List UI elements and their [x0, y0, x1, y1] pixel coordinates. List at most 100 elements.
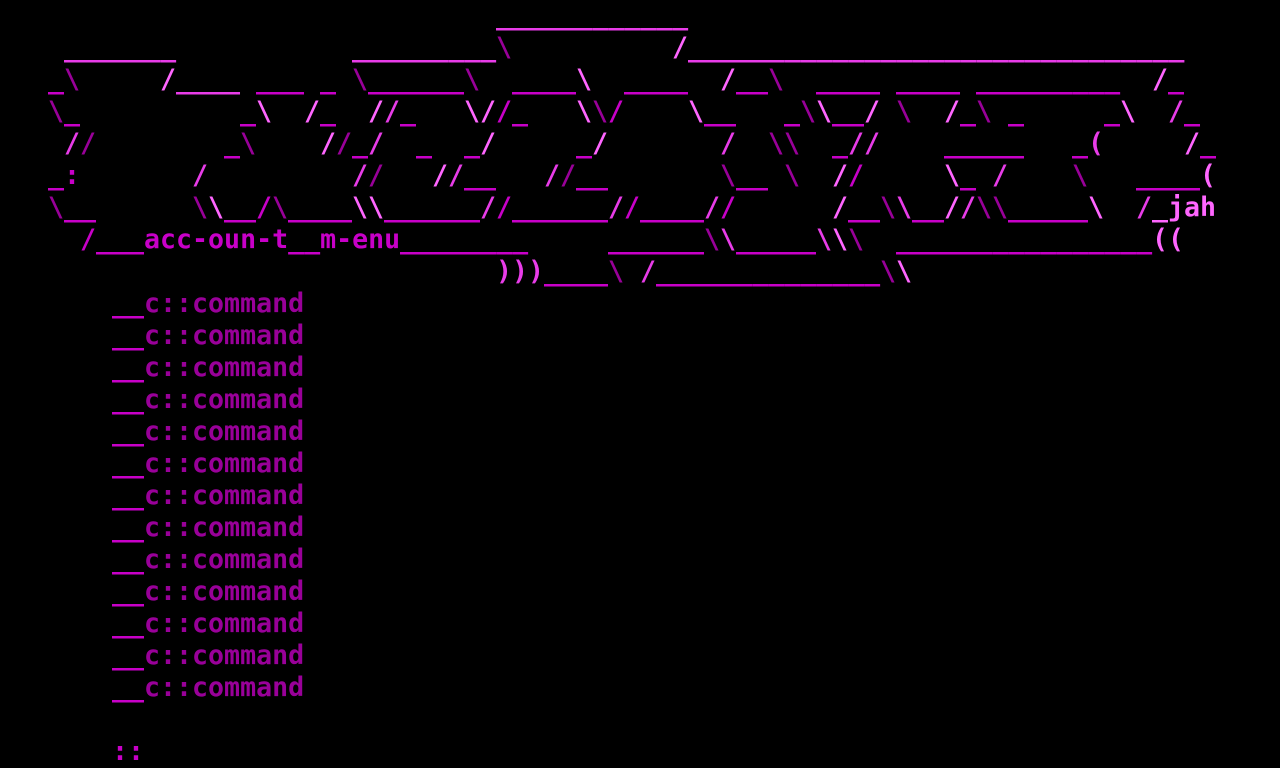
art-segment: /	[864, 128, 881, 159]
art-segment: ______	[368, 64, 465, 95]
art-segment: _	[64, 96, 81, 127]
prompt-colons: ::	[112, 736, 145, 767]
art-segment: \	[816, 96, 833, 127]
art-segment: _	[832, 128, 849, 159]
ascii-art-banner: ____________ _______ _________ \ / __________…	[0, 0, 1280, 288]
art-segment: \	[464, 96, 481, 127]
art-segment: ____	[640, 192, 705, 223]
art-segment: _	[320, 96, 337, 127]
art-segment: \	[48, 192, 65, 223]
menu-item-label: c::command	[144, 608, 305, 639]
artist-signature: _jah	[1152, 192, 1217, 223]
art-segment: /	[480, 128, 497, 159]
art-segment: /	[832, 192, 849, 223]
menu-item-command[interactable]: __ c::command	[0, 480, 1280, 512]
menu-item-label: c::command	[144, 288, 305, 319]
art-segment: /	[704, 192, 721, 223]
art-segment: /	[672, 32, 689, 63]
art-segment: \	[48, 96, 65, 127]
art-segment: ______	[384, 192, 481, 223]
art-segment: _______________________________	[688, 32, 1185, 63]
art-segment: ___	[96, 224, 145, 255]
art-segment: \	[976, 96, 993, 127]
art-segment: /	[256, 192, 273, 223]
art-segment: (	[1200, 160, 1217, 191]
menu-item-command[interactable]: __ c::command	[0, 576, 1280, 608]
art-segment: __	[848, 192, 881, 223]
art-segment: /	[80, 128, 97, 159]
art-segment: \\	[976, 192, 1009, 223]
menu-item-prefix: __	[112, 480, 145, 511]
art-segment: :	[64, 160, 81, 191]
art-segment: _	[400, 96, 417, 127]
menu-item-label: c::command	[144, 576, 305, 607]
art-segment: _____	[1008, 192, 1089, 223]
art-segment: /	[368, 128, 385, 159]
menu-item-prefix: __	[112, 288, 145, 319]
art-segment: __	[704, 96, 737, 127]
art-segment: \\	[768, 128, 801, 159]
art-segment: \	[1088, 192, 1105, 223]
menu-item-command[interactable]: __ c::command	[0, 608, 1280, 640]
menu-item-command[interactable]: __ c::command	[0, 384, 1280, 416]
art-segment: )))	[496, 256, 545, 287]
art-segment: ____	[1136, 160, 1201, 191]
art-segment: /	[992, 160, 1009, 191]
menu-item-prefix: __	[112, 608, 145, 639]
menu-item-command[interactable]: __ c::command	[0, 672, 1280, 704]
art-segment: ____	[896, 64, 961, 95]
art-segment: /	[832, 160, 849, 191]
menu-item-prefix: __	[112, 384, 145, 415]
menu-item-command[interactable]: __ c::command	[0, 288, 1280, 320]
art-segment: ____	[288, 192, 353, 223]
art-segment: /	[720, 128, 737, 159]
art-segment: __	[464, 160, 497, 191]
art-segment: /	[64, 128, 81, 159]
art-segment: /	[480, 96, 497, 127]
menu-item-command[interactable]: __ c::command	[0, 544, 1280, 576]
art-segment: \	[896, 96, 913, 127]
art-segment: /	[160, 64, 177, 95]
menu-item-command[interactable]: __ c::command	[0, 320, 1280, 352]
art-segment: _	[48, 64, 65, 95]
art-segment: __	[736, 64, 769, 95]
banner-art-row: / / _ \ / / _ / _ _ / _ / / \\ _ / / _____ _(/ _	[0, 128, 1280, 160]
art-segment: \	[784, 160, 801, 191]
art-segment: _	[240, 96, 257, 127]
art-segment: _	[784, 96, 801, 127]
art-segment: \	[464, 64, 481, 95]
menu-item-prefix: __	[112, 576, 145, 607]
menu-item-command[interactable]: __ c::command	[0, 352, 1280, 384]
art-segment: \	[896, 256, 913, 287]
menu-item-command[interactable]: __ c::command	[0, 640, 1280, 672]
art-segment: \	[880, 192, 897, 223]
art-segment: ________	[400, 224, 529, 255]
art-segment: /	[80, 224, 97, 255]
art-segment: /	[352, 160, 369, 191]
art-segment: /	[560, 160, 577, 191]
menu-item-prefix: __	[112, 544, 145, 575]
banner-art-row: _______ _________ \ / ______________________…	[0, 32, 1280, 64]
menu-item-prefix: __	[112, 448, 145, 479]
menu-item-command[interactable]: __ c::command	[0, 512, 1280, 544]
art-segment: \	[880, 256, 897, 287]
art-segment: \	[576, 96, 593, 127]
art-segment: /	[944, 96, 961, 127]
art-segment: ___	[256, 64, 305, 95]
menu-item-command[interactable]: __ c::command	[0, 416, 1280, 448]
art-segment: \\	[352, 192, 385, 223]
menu-item-prefix: __	[112, 416, 145, 447]
art-segment: \	[208, 192, 225, 223]
menu-item-prefix: __	[112, 512, 145, 543]
command-prompt-line[interactable]: ::	[0, 736, 1280, 768]
prompt-area[interactable]: ::	[0, 736, 1280, 768]
art-segment: /	[384, 96, 401, 127]
art-segment: \	[608, 256, 625, 287]
art-segment: _	[1104, 96, 1121, 127]
art-segment: ____	[624, 64, 689, 95]
art-segment: /	[336, 128, 353, 159]
art-segment: /	[608, 96, 625, 127]
art-segment: \	[192, 192, 209, 223]
art-segment: _	[960, 96, 977, 127]
menu-item-command[interactable]: __ c::command	[0, 448, 1280, 480]
